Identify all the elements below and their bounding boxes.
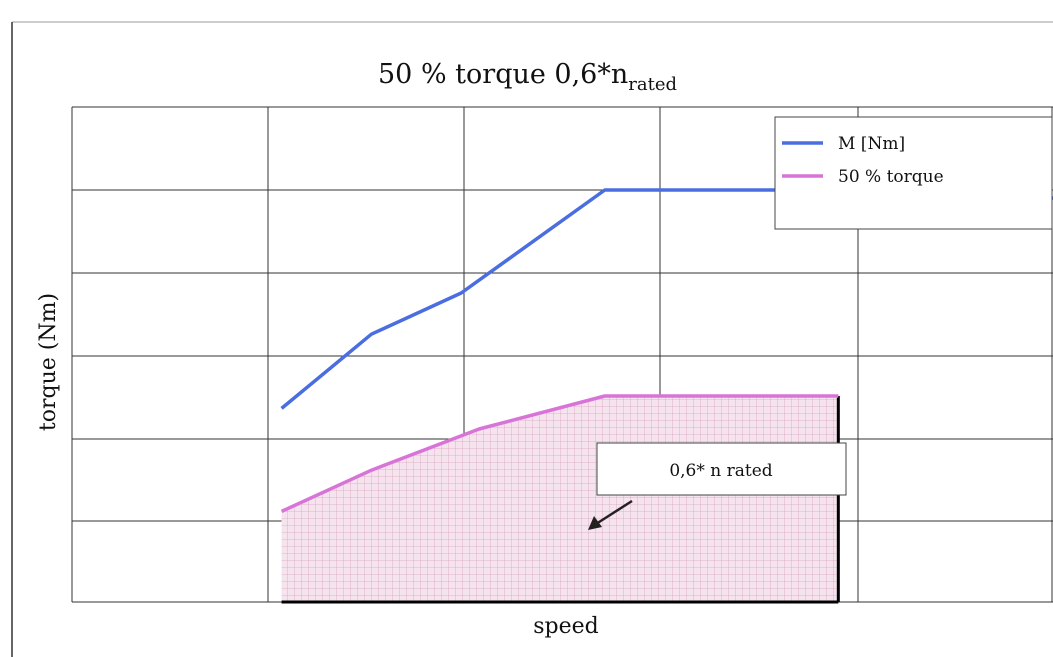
- annotation: 0,6* n rated: [588, 442, 847, 530]
- annotation-arrow: [595, 499, 633, 526]
- legend: M [Nm] 50 % torque: [774, 116, 1053, 230]
- annotation-text: 0,6* n rated: [669, 461, 772, 481]
- 50-percent-torque-area: [281, 396, 839, 602]
- y-axis-label: torque (Nm): [36, 293, 61, 431]
- legend-label-m-nm: M [Nm]: [838, 134, 905, 154]
- legend-label-50-percent-torque: 50 % torque: [838, 167, 944, 187]
- series-line-50-percent-torque: [280, 394, 839, 513]
- series-line-m-nm: [280, 188, 1053, 410]
- legend-box: [774, 116, 1053, 230]
- annotation-box: [596, 442, 847, 496]
- chart-title-main: 50 % torque 0,6*n: [378, 59, 628, 90]
- annotation-arrowhead: [588, 516, 602, 530]
- chart-title: 50 % torque 0,6*nrated: [378, 59, 677, 95]
- x-axis-label: speed: [533, 614, 599, 639]
- chart-title-sub: rated: [628, 74, 677, 95]
